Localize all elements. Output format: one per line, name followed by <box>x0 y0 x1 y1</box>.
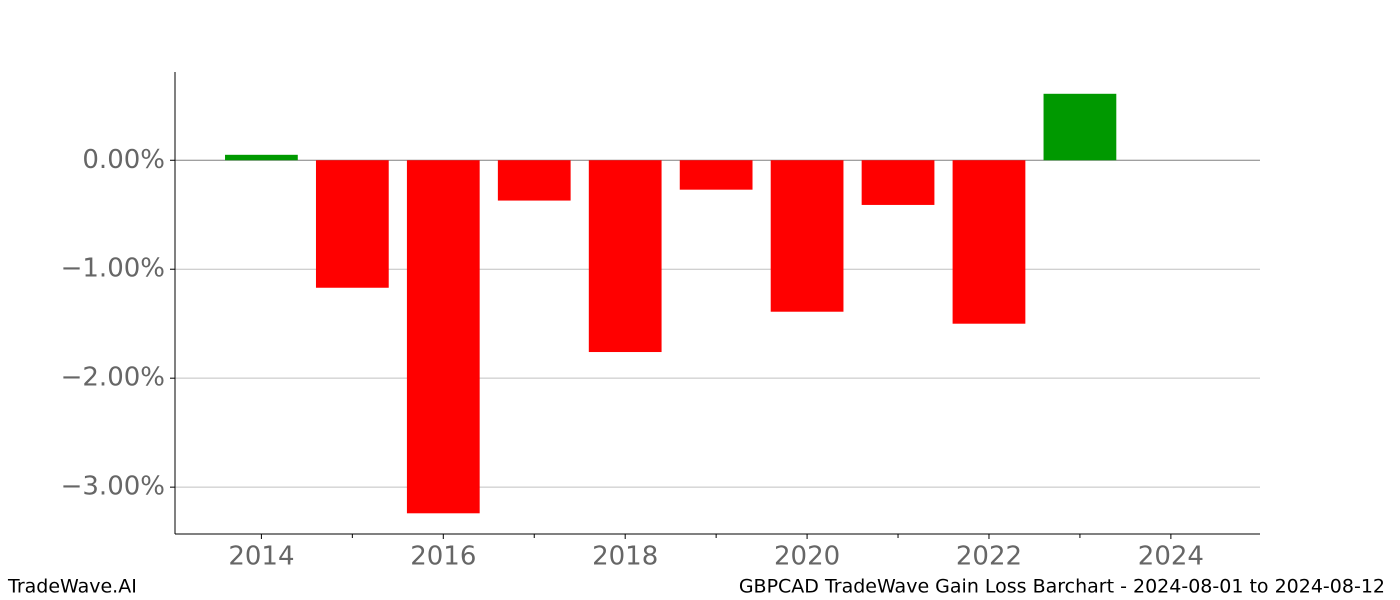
x-tick-label: 2014 <box>228 542 294 572</box>
source-label: TradeWave.AI <box>7 576 137 598</box>
chart-title: GBPCAD TradeWave Gain Loss Barchart - 20… <box>739 576 1385 598</box>
x-tick-label: 2024 <box>1138 542 1204 572</box>
bar <box>861 160 935 205</box>
bar <box>225 154 298 161</box>
bar <box>1043 93 1117 161</box>
bar <box>770 160 844 312</box>
x-tick-label: 2022 <box>956 542 1022 572</box>
bar <box>406 160 480 514</box>
x-tick-label: 2016 <box>410 542 476 572</box>
bar <box>679 160 753 190</box>
y-tick-label: −1.00% <box>61 254 165 284</box>
bar <box>315 160 389 288</box>
y-tick-label: −2.00% <box>61 363 165 393</box>
bar <box>497 160 571 201</box>
y-tick-label: 0.00% <box>82 145 165 175</box>
x-tick-label: 2018 <box>592 542 658 572</box>
bar <box>952 160 1026 324</box>
bar <box>588 160 662 353</box>
x-tick-label: 2020 <box>774 542 840 572</box>
y-tick-label: −3.00% <box>61 472 165 502</box>
